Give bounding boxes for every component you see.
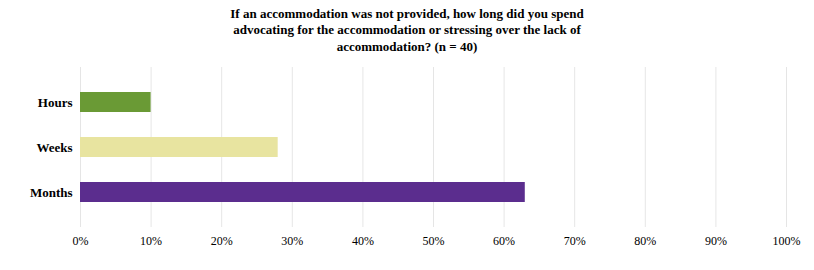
svg-text:Weeks: Weeks [36, 139, 72, 154]
svg-text:30%: 30% [281, 234, 303, 248]
svg-text:10%: 10% [140, 234, 162, 248]
html-text:If an accommodation was not pr: If an accommodation was not provided, ho… [230, 6, 584, 54]
svg-text:100%: 100% [773, 234, 801, 248]
svg-text:Hours: Hours [38, 94, 73, 109]
svg-text:60%: 60% [493, 234, 515, 248]
svg-text:40%: 40% [352, 234, 374, 248]
svg-text:0%: 0% [73, 234, 89, 248]
svg-text:70%: 70% [564, 234, 586, 248]
svg-text:Months: Months [30, 184, 73, 199]
svg-text:80%: 80% [634, 234, 656, 248]
svg-text:50%: 50% [423, 234, 445, 248]
svg-text:20%: 20% [211, 234, 233, 248]
svg-text:90%: 90% [705, 234, 727, 248]
